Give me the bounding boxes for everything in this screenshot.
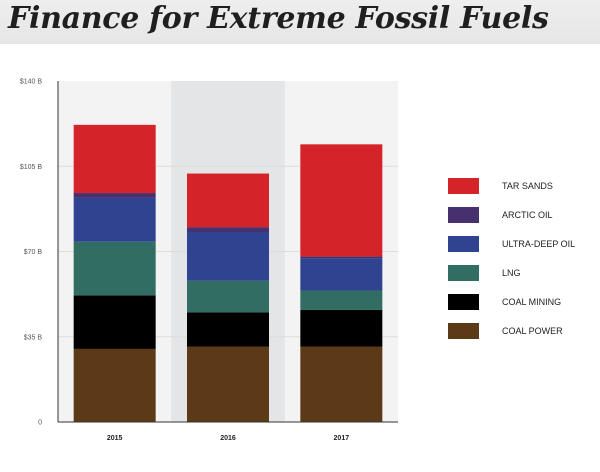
bar-2015-lng [73,241,156,296]
legend-swatch-ultra-deep-oil [448,236,479,252]
bar-2016-tar-sands [187,173,269,228]
bar-2016-lng [187,280,269,313]
bar-2017-tar-sands [300,144,383,257]
bar-2015-ultra-deep-oil [73,197,156,242]
bar-2015-arctic-oil [73,193,156,198]
bar-2017-coal-mining [300,309,383,347]
y-tick-label-70: $70 B [24,249,43,256]
legend-label-coal-power: COAL POWER [502,326,563,336]
bar-2015-coal-mining [73,295,156,349]
x-tick-label-2016: 2016 [220,435,236,442]
y-tick-label-0: 0 [38,420,42,427]
y-tick-label-140: $140 B [20,79,43,86]
bar-2017-arctic-oil [300,256,383,259]
bar-2016-ultra-deep-oil [187,232,269,281]
x-tick-label-2017: 2017 [334,435,350,442]
axes: 0 $35 B $70 B $105 B $140 B 2015 2016 2017 [20,79,398,442]
bar-2017-ultra-deep-oil [300,258,383,291]
legend-label-ultra-deep-oil: ULTRA-DEEP OIL [502,239,575,249]
legend: TAR SANDS ARCTIC OIL ULTRA-DEEP OIL LNG COAL… [448,178,575,339]
bar-2016-coal-mining [187,312,269,347]
legend-label-coal-mining: COAL MINING [502,297,561,307]
legend-swatch-coal-mining [448,294,479,310]
legend-label-arctic-oil: ARCTIC OIL [502,210,553,220]
legend-label-tar-sands: TAR SANDS [502,181,553,191]
bar-2015-coal-power [73,348,156,422]
stacked-bar-chart: 0 $35 B $70 B $105 B $140 B 2015 2016 2017 TAR … [20,79,575,443]
bar-2017-lng [300,290,383,310]
x-tick-label-2015: 2015 [107,435,123,442]
bar-2015-tar-sands [73,124,156,194]
legend-swatch-coal-power [448,323,479,339]
bars [73,124,383,422]
y-tick-label-35: $35 B [24,334,43,341]
page-title: Finance for Extreme Fossil Fuels [8,1,549,36]
bar-2016-arctic-oil [187,227,269,233]
legend-swatch-tar-sands [448,178,479,194]
legend-label-lng: LNG [502,268,521,278]
header-bar: Finance for Extreme Fossil Fuels [0,0,600,44]
y-tick-label-105: $105 B [20,164,43,171]
legend-swatch-arctic-oil [448,207,479,223]
bar-2016-coal-power [187,346,269,422]
legend-swatch-lng [448,265,479,281]
bar-2017-coal-power [300,346,383,422]
